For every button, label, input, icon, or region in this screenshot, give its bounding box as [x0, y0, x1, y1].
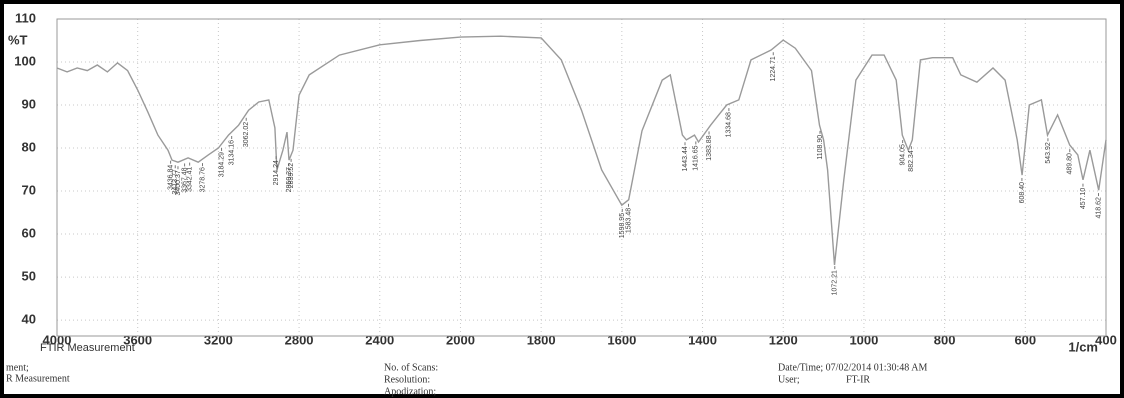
y-tick-label: 60: [22, 225, 36, 240]
peak-label: 3342.41: [186, 166, 193, 191]
peak-label: 2839.52: [288, 163, 295, 188]
x-tick-label: 3200: [204, 332, 233, 347]
peak-label: 1383.88: [706, 135, 713, 160]
footer-resolution: Resolution:: [384, 374, 430, 385]
peak-label: 608.40: [1019, 182, 1026, 204]
footer-comment: ment;: [6, 362, 29, 373]
peak-label: 3367.48: [181, 167, 188, 192]
peak-label: 1072.21: [832, 270, 839, 295]
peak-label: 1416.65: [693, 145, 700, 170]
peak-label: 3062.02: [243, 122, 250, 147]
subtitle: FTIR Measurement: [40, 342, 135, 354]
peak-label: 3436.84: [167, 165, 174, 190]
peak-label: 1334.68: [726, 112, 733, 137]
peak-label: 904.05: [899, 144, 906, 166]
x-tick-label: 1200: [769, 332, 798, 347]
x-tick-label: 1600: [607, 332, 636, 347]
peak-label: 2914.24: [273, 160, 280, 185]
x-tick-label: 2000: [446, 332, 475, 347]
x-tick-label: 2800: [285, 332, 314, 347]
peak-label: 1443.44: [682, 146, 689, 171]
y-tick-label: 70: [22, 182, 36, 197]
peak-label: 1108.90: [817, 135, 824, 160]
spectrum-line: [56, 35, 1107, 266]
x-unit: 1/cm: [1068, 339, 1098, 354]
footer-user-value: FT-IR: [846, 374, 870, 385]
peak-label: 1583.48: [625, 208, 632, 233]
y-tick-label: 90: [22, 96, 36, 111]
peak-label: 3278.76: [199, 167, 206, 192]
y-tick-label: 40: [22, 312, 36, 327]
peak-label: 3134.16: [229, 140, 236, 165]
x-tick-label: 1400: [688, 332, 717, 347]
footer-measurement: R Measurement: [6, 373, 70, 384]
footer-apodization: Apodization;: [384, 386, 436, 397]
peak-label: 3413.77: [172, 169, 179, 194]
peak-label: 3400.37: [175, 170, 182, 195]
peak-label: 2850.37: [286, 167, 293, 192]
x-tick-label: 2400: [365, 332, 394, 347]
peak-label: 1224.71: [770, 56, 777, 81]
y-tick-label: 110: [15, 10, 36, 25]
peak-label: 3184.29: [218, 152, 225, 177]
x-tick-label: 600: [1014, 332, 1036, 347]
y-tick-label: 50: [22, 269, 36, 284]
peak-label: 489.80: [1067, 153, 1074, 175]
y-tick-label: 100: [14, 53, 36, 68]
x-tick-label: 800: [934, 332, 956, 347]
peak-label: 543.92: [1045, 142, 1052, 164]
y-tick-label: 80: [22, 139, 36, 154]
x-tick-label: 1000: [849, 332, 878, 347]
plot-border: [56, 18, 1107, 337]
x-tick-label: 1800: [527, 332, 556, 347]
peak-label: 882.34: [908, 150, 915, 172]
footer-scans: No. of Scans:: [384, 362, 438, 373]
x-tick-label: 3600: [123, 332, 152, 347]
peak-label: 1598.95: [619, 213, 626, 238]
peak-label: 457.10: [1080, 188, 1087, 210]
footer-user: User;: [778, 374, 800, 385]
peak-label: 418.62: [1095, 197, 1102, 219]
y-axis-label: %T: [8, 32, 28, 47]
footer-datetime: Date/Time; 07/02/2014 01:30:48 AM: [778, 362, 927, 373]
